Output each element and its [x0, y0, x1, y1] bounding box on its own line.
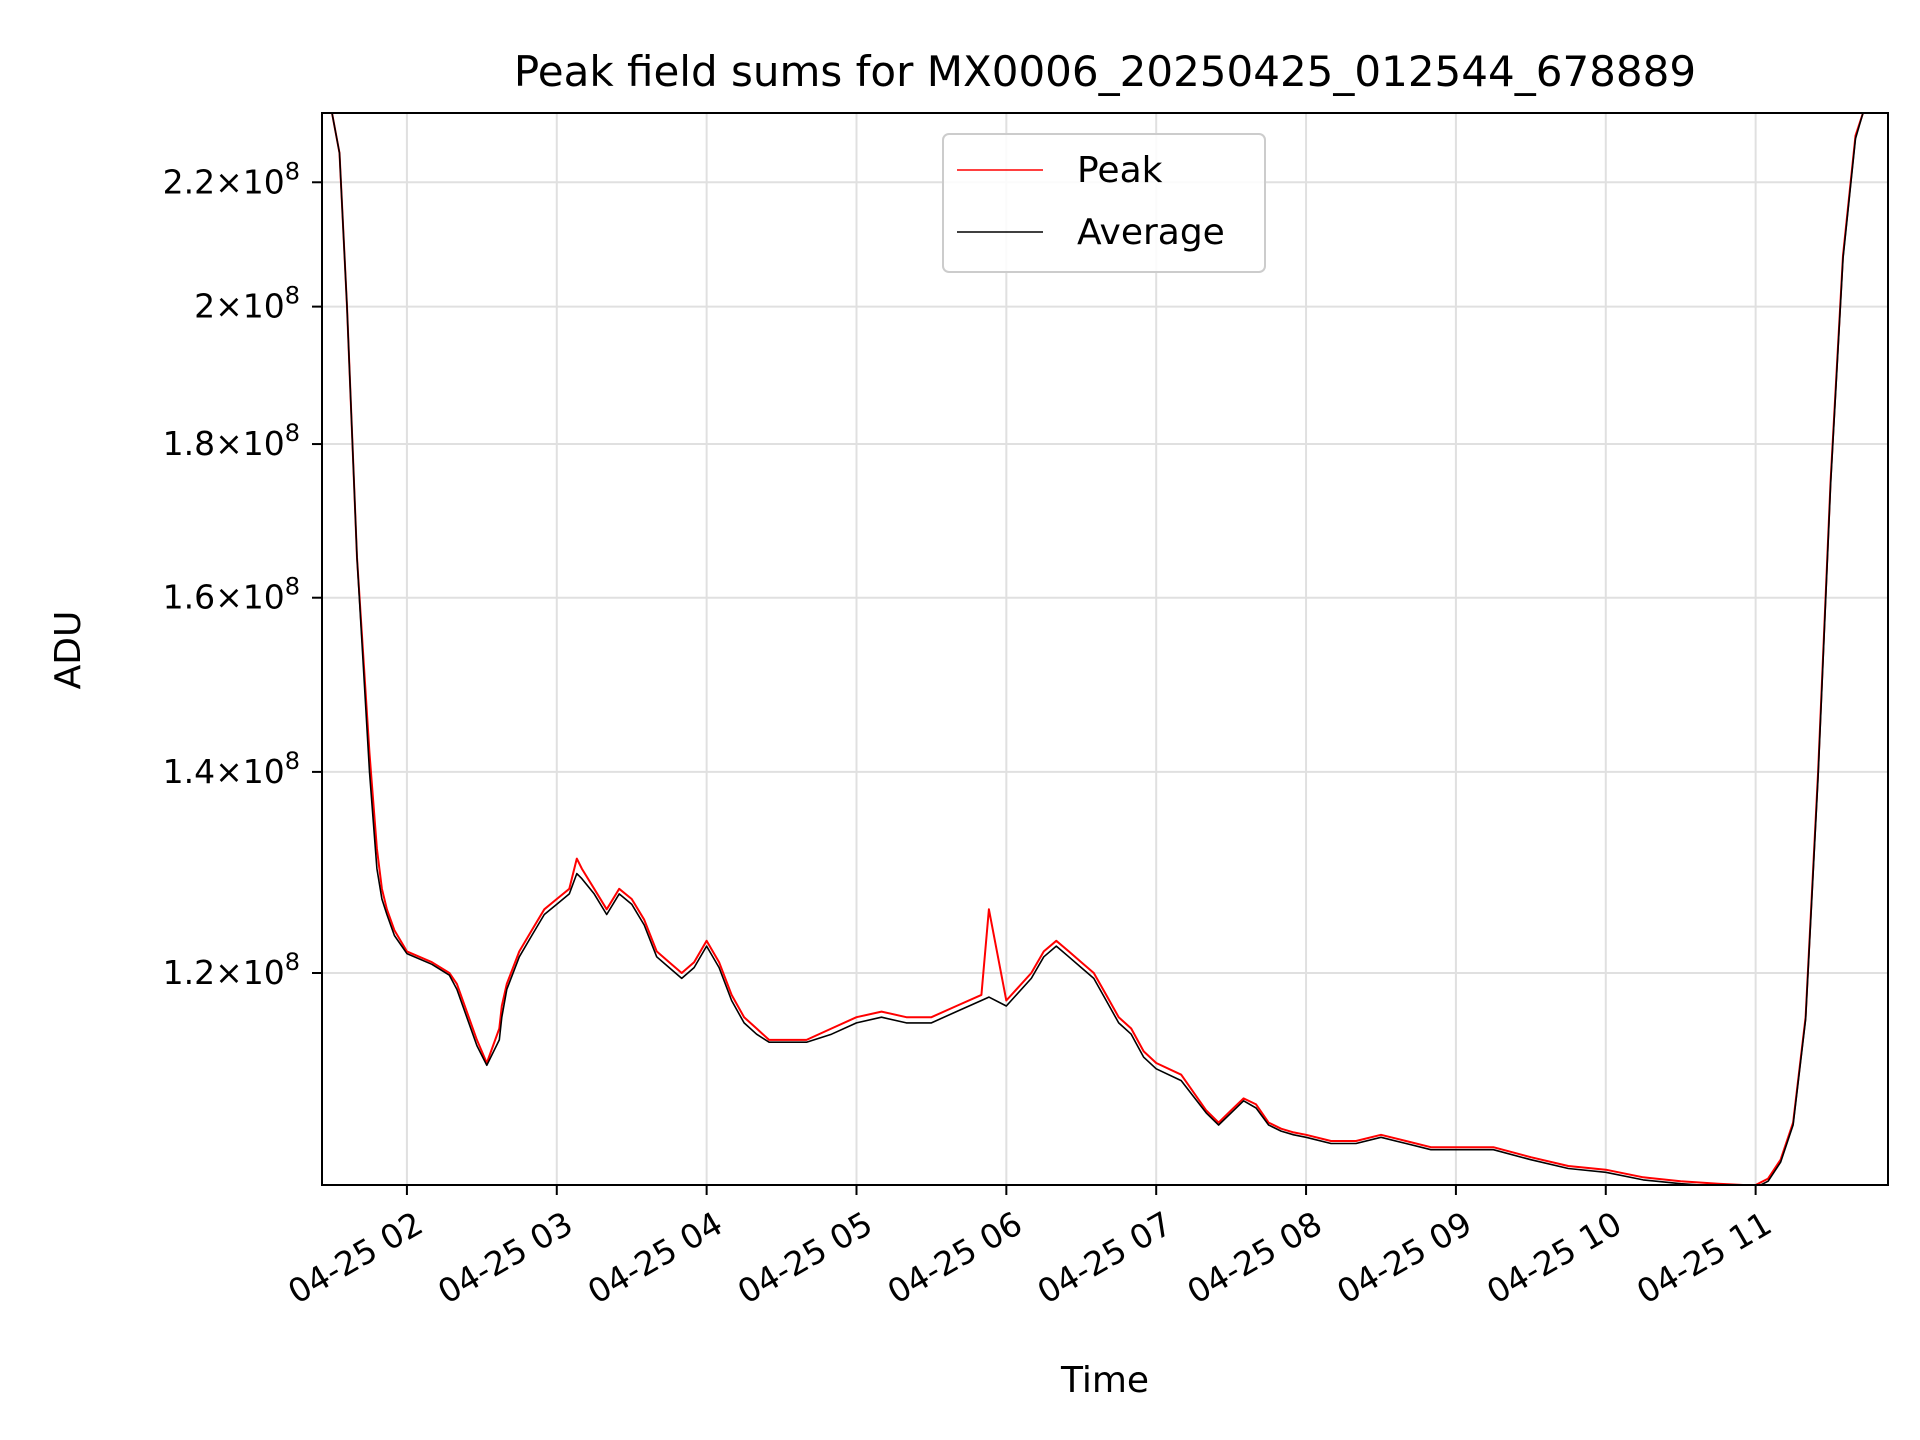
y-tick-mantissa: 1.8	[163, 424, 215, 463]
y-tick-times: ×	[215, 953, 243, 992]
y-tick-mantissa: 2	[194, 287, 215, 326]
y-tick-label: 1.8×108	[163, 419, 300, 463]
y-tick-exponent: 8	[285, 948, 300, 976]
x-tick-label: 04-25 03	[431, 1204, 579, 1312]
plot-area	[321, 112, 1889, 1186]
y-tick-label: 1.6×108	[163, 573, 300, 617]
y-tick-exponent: 8	[285, 282, 300, 310]
x-tick-label: 04-25 08	[1180, 1204, 1328, 1312]
series-line-average	[331, 113, 1871, 1185]
legend-box	[942, 133, 1266, 273]
y-tick-exponent: 8	[285, 419, 300, 447]
series-line-peak	[331, 113, 1871, 1185]
y-tick-label: 1.2×108	[163, 948, 300, 992]
y-tick-exponent: 8	[285, 747, 300, 775]
y-tick-mantissa: 1.6	[163, 578, 215, 617]
grid	[322, 113, 1888, 1185]
plot-frame	[321, 112, 1889, 1186]
x-tick-label: 04-25 02	[281, 1204, 429, 1312]
y-tick-base: 10	[243, 287, 285, 326]
y-tick-mantissa: 2.2	[163, 162, 215, 201]
x-tick-label: 04-25 11	[1630, 1204, 1778, 1312]
x-tick-label: 04-25 05	[731, 1204, 879, 1312]
x-tick-label: 04-25 04	[581, 1204, 729, 1312]
legend-label-average: Average	[1077, 212, 1225, 253]
y-tick-base: 10	[243, 578, 285, 617]
y-tick-times: ×	[215, 752, 243, 791]
x-tick-label: 04-25 06	[881, 1204, 1029, 1312]
x-axis: 04-25 02 04-25 03 04-25 04 04-25 05 04-25 06…	[281, 1185, 1778, 1312]
x-axis-label: Time	[1060, 1360, 1149, 1401]
y-tick-label: 2×108	[194, 282, 300, 326]
y-tick-mantissa: 1.2	[163, 953, 215, 992]
series-layer	[331, 113, 1871, 1185]
y-tick-base: 10	[243, 424, 285, 463]
y-tick-label: 1.4×108	[163, 747, 300, 791]
y-tick-base: 10	[243, 953, 285, 992]
legend: Peak Average	[942, 133, 1266, 273]
y-tick-base: 10	[243, 162, 285, 201]
y-tick-label: 2.2×108	[163, 157, 300, 201]
y-tick-times: ×	[215, 578, 243, 617]
y-tick-mantissa: 1.4	[163, 752, 215, 791]
x-tick-label: 04-25 09	[1330, 1204, 1478, 1312]
y-tick-exponent: 8	[285, 157, 300, 185]
x-tick-label: 04-25 07	[1031, 1204, 1179, 1312]
y-tick-base: 10	[243, 752, 285, 791]
y-axis-label: ADU	[48, 611, 89, 690]
chart-title: Peak field sums for MX0006_20250425_0125…	[514, 47, 1696, 96]
y-tick-times: ×	[215, 287, 243, 326]
y-tick-times: ×	[215, 162, 243, 201]
y-tick-exponent: 8	[285, 573, 300, 601]
legend-label-peak: Peak	[1077, 150, 1163, 191]
y-tick-times: ×	[215, 424, 243, 463]
x-tick-label: 04-25 10	[1480, 1204, 1628, 1312]
